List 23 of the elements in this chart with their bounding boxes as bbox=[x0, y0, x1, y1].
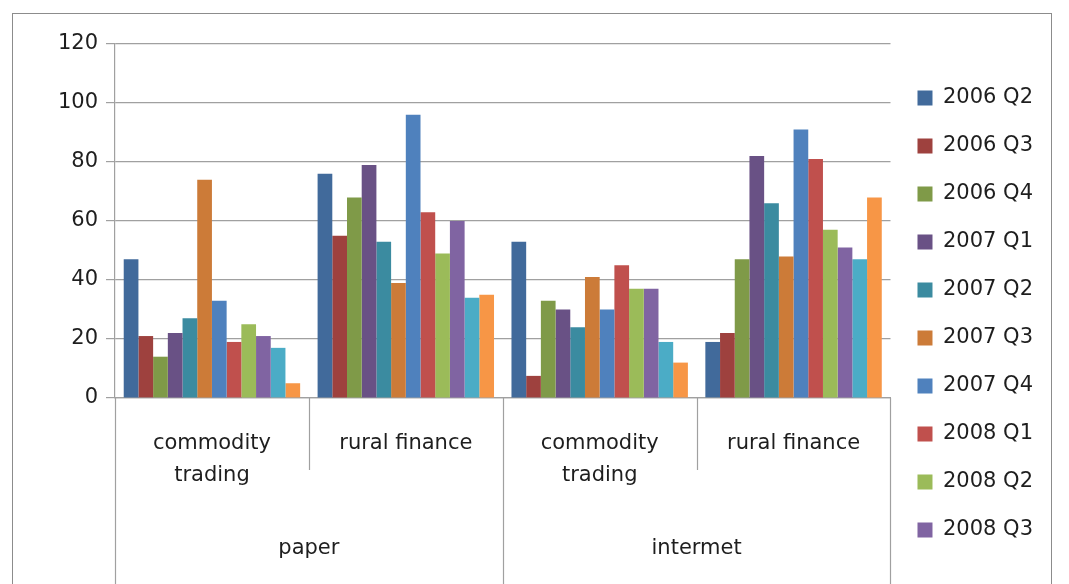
legend-label: 2008 Q2 bbox=[942, 468, 1034, 493]
legend-label: 2006 Q3 bbox=[942, 132, 1034, 157]
y-tick-label: 60 bbox=[71, 207, 98, 232]
legend-label: 2008 Q1 bbox=[942, 420, 1034, 445]
y-tick-label: 80 bbox=[71, 148, 98, 173]
legend-label: 2007 Q4 bbox=[942, 372, 1034, 397]
legend-label: 2008 Q3 bbox=[942, 516, 1034, 541]
text: paper bbox=[278, 535, 340, 560]
legend-label: 2007 Q2 bbox=[942, 276, 1034, 301]
x-tick-label: rural finance bbox=[339, 430, 473, 455]
y-tick-label: 20 bbox=[71, 325, 98, 350]
y-tick-label: 100 bbox=[57, 89, 98, 114]
legend-label: 2007 Q1 bbox=[942, 228, 1034, 253]
x-tick-label: commodity trading bbox=[152, 430, 271, 486]
y-tick-label: 40 bbox=[71, 266, 98, 291]
legend-label: 2006 Q2 bbox=[942, 84, 1034, 109]
legend-label: 2007 Q3 bbox=[942, 324, 1034, 349]
legend-label: 2006 Q4 bbox=[942, 180, 1034, 205]
x-tick-label: commodity trading bbox=[540, 430, 659, 486]
text: intermet bbox=[651, 535, 742, 560]
y-tick-label: 120 bbox=[57, 30, 98, 55]
y-tick-label: 0 bbox=[84, 384, 98, 409]
x-tick-label: rural finance bbox=[726, 430, 861, 455]
